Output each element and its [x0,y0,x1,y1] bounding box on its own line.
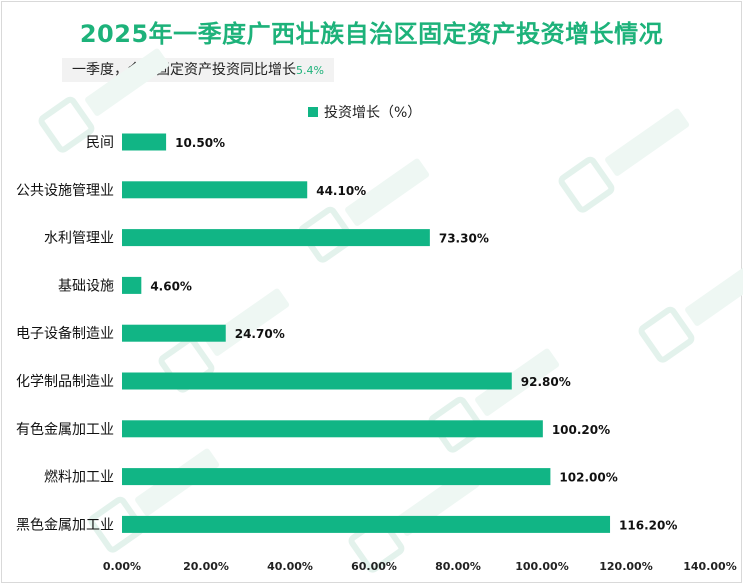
category-label: 黑色金属加工业 [16,516,114,533]
data-label: 4.60% [150,279,192,293]
x-tick-label: 80.00% [435,560,481,573]
x-axis-tick-labels: 0.00% 20.00% 40.00% 60.00% 80.00% 100.00% 120.… [103,560,737,573]
data-label: 44.10% [316,184,366,198]
bar [122,515,611,533]
bar [122,229,430,247]
bar [122,276,142,294]
bar [122,133,167,151]
chart-legend: 投资增长（%） [308,104,421,122]
data-labels: 10.50% 44.10% 73.30% 4.60% 24.70% 92.80% 100.2… [150,136,677,532]
watermark-mark [88,448,220,553]
legend-swatch [308,107,318,117]
data-label: 10.50% [175,136,225,150]
category-labels: 民间公共设施管理业水利管理业基础设施电子设备制造业化学制品制造业有色金属加工业燃… [16,135,114,533]
chart-title: 2025年一季度广西壮族自治区固定资产投资增长情况 [79,20,664,48]
data-label: 24.70% [235,327,285,341]
watermark-mark [558,108,690,213]
category-label: 电子设备制造业 [16,325,114,342]
data-label: 102.00% [559,471,617,485]
subtitle-value: 5.4% [296,64,324,77]
watermark-mark [638,258,743,363]
bar [122,372,512,390]
category-label: 燃料加工业 [44,469,114,486]
x-tick-label: 60.00% [351,560,397,573]
data-label: 100.20% [552,423,610,437]
bar [122,181,308,199]
x-tick-label: 100.00% [515,560,568,573]
bar [122,420,543,438]
category-label: 水利管理业 [44,231,114,247]
legend-label: 投资增长（%） [324,105,422,121]
x-tick-label: 120.00% [599,560,652,573]
watermark-mark [38,48,170,153]
bars-layer [122,133,611,533]
category-label: 有色金属加工业 [16,421,114,438]
x-tick-label: 20.00% [183,560,229,573]
category-label: 公共设施管理业 [16,183,114,199]
category-label: 化学制品制造业 [16,374,114,390]
bar [122,468,551,486]
x-tick-label: 0.00% [103,560,141,573]
data-label: 73.30% [439,232,489,246]
watermark-layer [38,48,743,573]
x-tick-label: 40.00% [267,560,313,573]
data-label: 92.80% [521,375,571,389]
data-label: 116.20% [619,518,677,532]
x-tick-label: 140.00% [683,560,736,573]
category-label: 基础设施 [58,277,114,294]
bar [122,324,226,342]
category-label: 民间 [86,135,114,151]
